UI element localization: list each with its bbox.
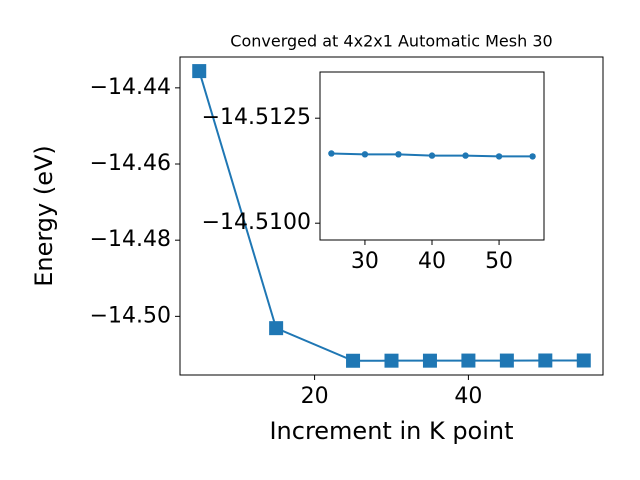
marker bbox=[538, 353, 553, 368]
marker bbox=[346, 353, 361, 368]
x-axis-label: Increment in K point bbox=[269, 417, 513, 445]
x-tick-label: 50 bbox=[485, 249, 513, 274]
y-tick-label: −14.44 bbox=[90, 75, 171, 100]
x-tick-label: 40 bbox=[418, 249, 446, 274]
marker bbox=[422, 353, 437, 368]
marker bbox=[384, 353, 399, 368]
marker bbox=[499, 353, 514, 368]
marker bbox=[529, 153, 536, 160]
y-tick-label: −14.46 bbox=[90, 151, 171, 176]
y-tick-label: −14.5100 bbox=[202, 210, 311, 235]
chart-title: Converged at 4x2x1 Automatic Mesh 30 bbox=[230, 32, 552, 51]
y-tick-label: −14.50 bbox=[90, 303, 171, 328]
marker bbox=[269, 321, 284, 336]
marker bbox=[462, 152, 469, 159]
marker bbox=[428, 152, 436, 159]
x-tick-label: 30 bbox=[351, 249, 379, 274]
x-tick-label: 20 bbox=[301, 384, 329, 409]
marker bbox=[576, 353, 591, 368]
y-tick-label: −14.48 bbox=[90, 227, 171, 252]
x-tick-label: 40 bbox=[454, 384, 482, 409]
marker bbox=[461, 353, 476, 368]
marker bbox=[192, 64, 207, 79]
marker bbox=[328, 150, 335, 157]
marker bbox=[361, 151, 369, 158]
marker bbox=[395, 151, 402, 158]
marker bbox=[495, 153, 503, 160]
y-axis-label: Energy (eV) bbox=[30, 145, 58, 287]
y-tick-label: −14.5125 bbox=[202, 105, 311, 130]
